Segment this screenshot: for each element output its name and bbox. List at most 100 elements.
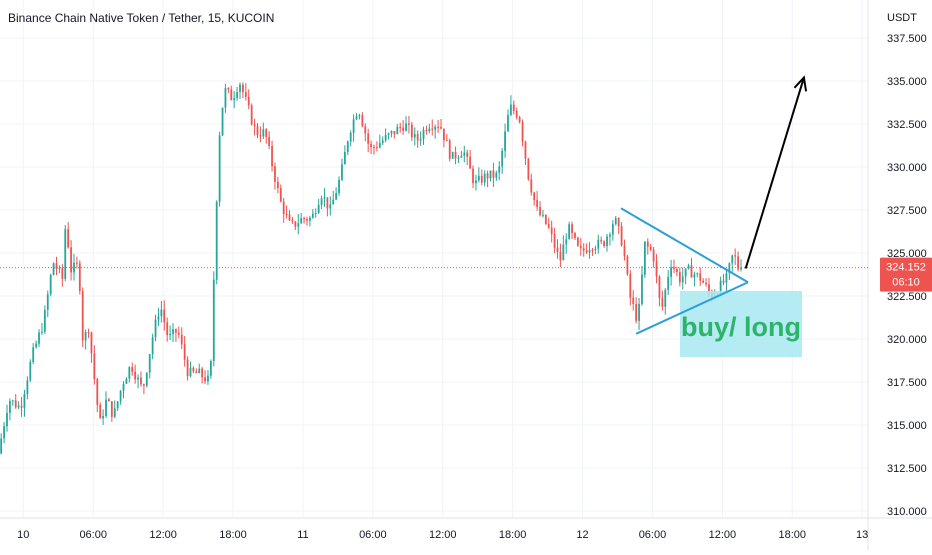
candle-body [145,372,148,386]
candle-body [309,217,311,221]
candle-body [291,220,294,222]
candle-body [699,273,702,281]
candle-body [242,84,244,93]
candle-body [148,354,151,373]
candle-body [480,175,483,183]
candle-body [606,236,608,247]
price-tick-label: 325.000 [887,248,927,260]
price-tick-label: 312.500 [887,463,927,475]
candle-body [489,170,492,179]
candle-body [364,126,367,134]
candle-body [649,246,652,250]
candle-body [183,344,186,360]
candle-body [268,136,271,146]
candle-body [288,214,291,221]
candle-body [78,263,81,292]
candle-body [477,175,480,181]
candle-body [428,128,431,132]
interval-value: 15 [207,11,222,25]
candle-body [90,332,93,354]
candle-body [641,274,643,305]
candle-body [49,274,52,295]
triangle-lower-line[interactable] [635,281,749,335]
price-tick-label: 317.500 [887,377,927,389]
candle-body [352,119,355,133]
candle-body [539,206,541,216]
candle-body [553,234,556,248]
candle-body [256,126,259,136]
candle-body [448,140,451,159]
candle-body [367,133,370,144]
candle-body [236,92,239,99]
candle-body [725,273,728,283]
arrow-head[interactable] [793,75,808,92]
symbol-name: Binance Chain Native Token / Tether [8,11,202,25]
candle-body [157,316,160,320]
title-separator-2: , [221,11,228,25]
candle-body [17,405,20,408]
candle-body [515,110,518,118]
candle-body [629,274,632,298]
candle-body [373,146,375,148]
candle-body [326,197,329,209]
note-text[interactable]: buy/ long [681,312,801,342]
candle-body [405,123,407,131]
candle-body [32,347,35,362]
candle-body [175,329,177,333]
candle-body [23,394,26,408]
candle-body [198,368,201,374]
arrow-line[interactable] [744,77,805,269]
candle-body [443,128,445,141]
candle-body [110,401,113,417]
candle-body [61,268,64,279]
candle-body [687,265,690,269]
candle-body [617,218,620,227]
candle-body [262,129,265,137]
candle-body [26,380,29,395]
candle-body [250,105,253,125]
candle-body [728,263,731,274]
candle-body [128,367,131,379]
current-price-label: 324.152 [886,262,926,274]
candle-body [504,131,506,151]
candle-body [160,309,163,317]
candle-body [451,151,454,159]
candle-body [355,116,358,120]
time-tick-label: 18:00 [219,529,247,541]
candle-body [81,291,84,341]
price-tick-label: 337.500 [887,33,927,45]
triangle-upper-line[interactable] [620,207,749,284]
candle-body [434,126,437,130]
candle-body [151,337,154,355]
candle-body [402,127,405,131]
candle-body [399,127,402,129]
candle-body [335,193,338,200]
price-tick-label: 315.000 [887,420,927,432]
candle-body [204,377,206,382]
candle-body [454,151,457,159]
candle-body [431,128,434,130]
candle-body [661,298,664,307]
candle-body [623,245,626,257]
candle-body [495,172,498,178]
candle-body [681,276,684,283]
candle-body [678,272,681,283]
candle-body [530,179,533,193]
candle-body [425,129,428,132]
candle-body [568,224,571,240]
candle-body [609,234,611,237]
candle-body [521,122,524,142]
candle-body [177,332,180,335]
candle-body [119,390,122,402]
candle-body [46,294,49,310]
candle-body [574,232,576,238]
note-box[interactable] [680,291,802,357]
candle-body [501,150,504,167]
candle-body [227,88,230,90]
candle-body [317,204,320,213]
candle-body [643,241,646,275]
candle-body [189,367,192,377]
candle-body [582,248,585,251]
